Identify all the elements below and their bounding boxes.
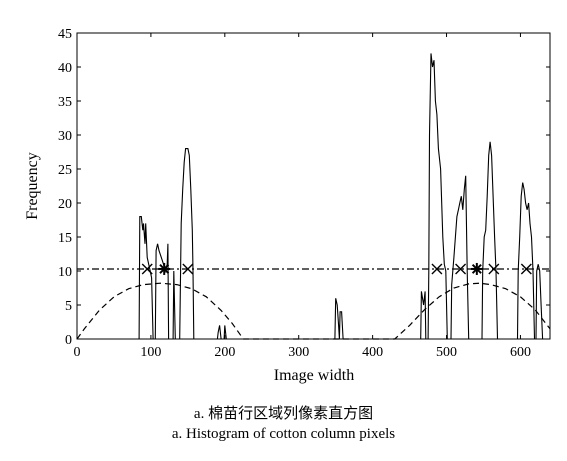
dashed-series-line	[76, 282, 551, 340]
y-tick-label: 5	[65, 299, 72, 314]
cross-marker-stroke	[431, 263, 443, 275]
plot-frame	[76, 32, 551, 340]
asterisk-marker-stroke	[159, 264, 170, 274]
caption-english: a. Histogram of cotton column pixels	[171, 426, 396, 442]
cross-marker	[141, 263, 153, 275]
solid-series-line	[77, 53, 550, 340]
x-tick-label: 400	[362, 345, 383, 360]
cross-marker-stroke	[182, 263, 194, 275]
cross-marker	[182, 263, 194, 275]
y-tick-label: 20	[58, 197, 72, 212]
cross-marker-stroke	[141, 263, 153, 275]
cross-marker	[488, 263, 500, 275]
asterisk-marker	[158, 262, 171, 275]
y-tick-label: 40	[58, 61, 72, 76]
cross-marker	[431, 263, 443, 275]
x-tick-label: 500	[436, 345, 457, 360]
y-tick-label: 30	[58, 129, 72, 144]
y-tick-label: 15	[58, 231, 72, 246]
asterisk-marker-stroke	[471, 264, 482, 274]
histogram-chart: 0 5 10 15 20 25 30 35 40 45 0 100 200 300 400 500 600 I…	[24, 27, 551, 384]
plot-area: 0 5 10 15 20 25 30 35 40 45 0 100 200 300 400 500 600	[58, 27, 551, 360]
marker-layer	[141, 262, 532, 275]
y-tick-label: 10	[58, 265, 72, 280]
x-tick-label: 300	[288, 345, 309, 360]
series-layer	[76, 53, 551, 340]
y-tick-label: 35	[58, 95, 72, 110]
cross-marker-stroke	[520, 263, 532, 275]
x-tick-label: 600	[510, 345, 531, 360]
x-tick-label: 0	[74, 345, 81, 360]
caption-chinese: a. 棉苗行区域列像素直方图	[193, 406, 374, 422]
y-tick-label: 25	[58, 163, 72, 178]
cross-marker-stroke	[488, 263, 500, 275]
x-axis: 0 100 200 300 400 500 600	[74, 33, 531, 360]
cross-marker	[455, 263, 467, 275]
y-tick-label: 45	[58, 27, 72, 42]
x-tick-label: 200	[214, 345, 235, 360]
y-tick-label: 0	[65, 333, 72, 348]
y-axis-title: Frequency	[24, 152, 41, 220]
x-tick-label: 100	[140, 345, 161, 360]
x-axis-title: Image width	[274, 367, 354, 384]
cross-marker-stroke	[455, 263, 467, 275]
y-axis: 0 5 10 15 20 25 30 35 40 45	[58, 27, 550, 348]
cross-marker	[520, 263, 532, 275]
asterisk-marker	[470, 262, 483, 275]
